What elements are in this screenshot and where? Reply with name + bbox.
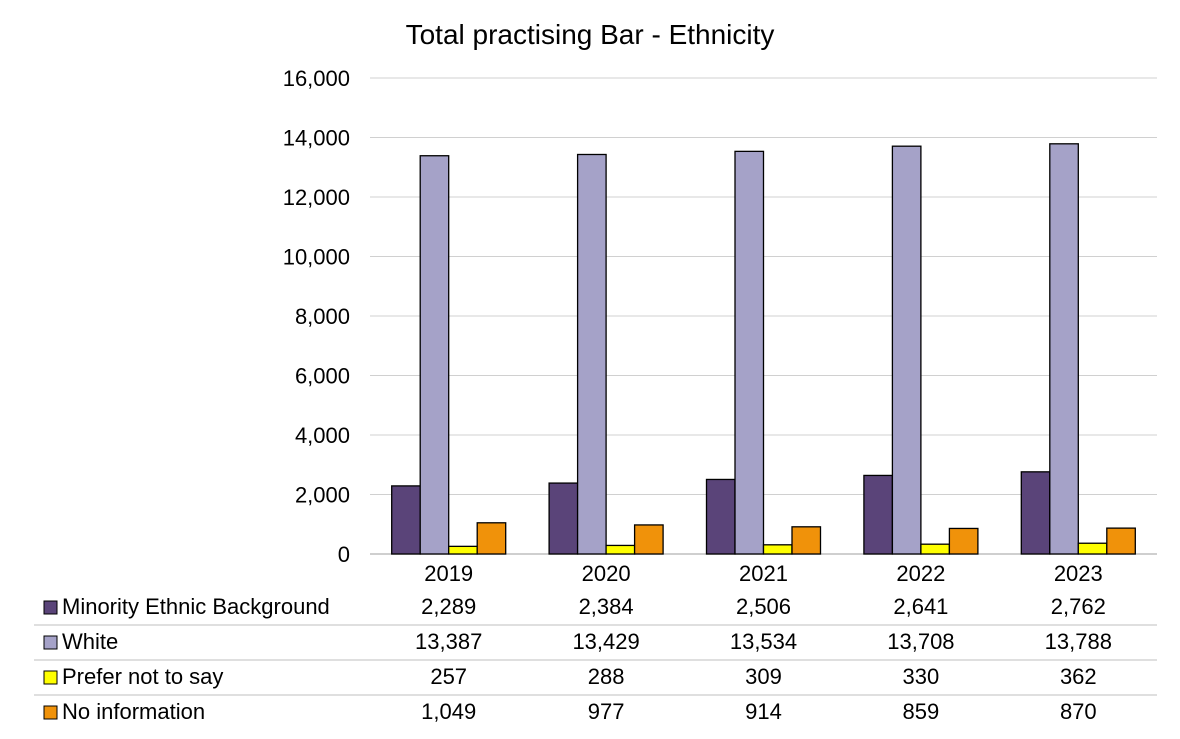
bar-prefer-not-to-say-2022	[920, 543, 951, 555]
data-table-value: 13,534	[730, 629, 797, 654]
bar-no-information-2023	[1106, 527, 1136, 555]
y-tick-label: 8,000	[295, 304, 350, 329]
bar-white-2022	[891, 145, 922, 555]
data-table-value: 309	[745, 664, 782, 689]
data-table-value: 870	[1060, 699, 1097, 724]
bar-no-information-2019	[476, 522, 507, 555]
data-table-value: 1,049	[421, 699, 476, 724]
data-table-value: 2,506	[736, 594, 791, 619]
bar-no-information-2021	[791, 526, 822, 555]
data-table-value: 2,384	[579, 594, 634, 619]
data-table-value: 13,788	[1045, 629, 1112, 654]
y-tick-label: 6,000	[295, 364, 350, 389]
bar-prefer-not-to-say-2021	[762, 544, 793, 555]
data-table-value: 13,387	[415, 629, 482, 654]
data-table-value: 257	[430, 664, 467, 689]
bars	[391, 143, 1136, 555]
y-axis-tick-labels: 0 2,000 4,000 6,000 8,000 10,000 12,000 14,000 1…	[283, 66, 350, 567]
legend-swatch	[43, 635, 58, 650]
legend-label: Prefer not to say	[62, 664, 223, 689]
y-tick-label: 16,000	[283, 66, 350, 91]
x-tick-label: 2019	[424, 561, 473, 586]
y-tick-label: 4,000	[295, 423, 350, 448]
x-axis-tick-labels: 2019 2020 2021 2022 2023	[424, 561, 1103, 586]
bar-white-2020	[576, 153, 607, 555]
bar-prefer-not-to-say-2019	[448, 545, 478, 555]
x-tick-label: 2021	[739, 561, 788, 586]
data-table-value: 13,429	[572, 629, 639, 654]
x-tick-label: 2020	[582, 561, 631, 586]
data-table: Minority Ethnic Background 2,289 2,384 2,50…	[34, 594, 1157, 724]
data-table-value: 2,762	[1051, 594, 1106, 619]
y-tick-label: 12,000	[283, 185, 350, 210]
data-table-value: 13,708	[887, 629, 954, 654]
bar-minority-ethnic-background-2019	[391, 485, 421, 555]
bar-minority-ethnic-background-2021	[705, 478, 736, 555]
y-tick-label: 2,000	[295, 483, 350, 508]
data-table-value: 362	[1060, 664, 1097, 689]
bar-prefer-not-to-say-2020	[605, 544, 636, 555]
data-table-value: 859	[903, 699, 940, 724]
bar-minority-ethnic-background-2022	[863, 474, 894, 555]
data-table-value: 914	[745, 699, 782, 724]
data-table-value: 330	[903, 664, 940, 689]
y-tick-label: 10,000	[283, 245, 350, 270]
bar-white-2019	[419, 155, 450, 555]
x-tick-label: 2023	[1054, 561, 1103, 586]
legend-label: White	[62, 629, 118, 654]
legend-label: Minority Ethnic Background	[62, 594, 330, 619]
bar-prefer-not-to-say-2023	[1077, 542, 1108, 555]
legend-swatch	[43, 670, 58, 685]
chart-title: Total practising Bar - Ethnicity	[406, 19, 775, 50]
data-table-value: 977	[588, 699, 625, 724]
data-table-value: 2,641	[893, 594, 948, 619]
bar-white-2021	[734, 150, 765, 555]
legend-label: No information	[62, 699, 205, 724]
bar-minority-ethnic-background-2020	[548, 482, 579, 555]
legend-swatch	[43, 705, 58, 720]
legend-swatch	[43, 600, 58, 615]
x-tick-label: 2022	[896, 561, 945, 586]
y-tick-label: 0	[338, 542, 350, 567]
bar-no-information-2020	[633, 524, 664, 555]
bar-white-2023	[1049, 143, 1079, 555]
bar-minority-ethnic-background-2023	[1020, 471, 1051, 555]
y-tick-label: 14,000	[283, 126, 350, 151]
bar-no-information-2022	[948, 527, 979, 555]
data-table-value: 2,289	[421, 594, 476, 619]
data-table-value: 288	[588, 664, 625, 689]
